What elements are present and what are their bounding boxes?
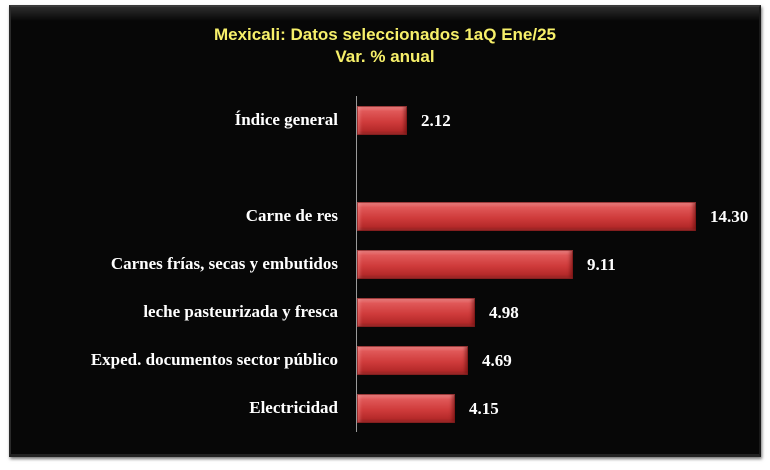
chart-frame xyxy=(9,5,761,457)
category-axis-line xyxy=(356,96,357,432)
category-label: Exped. documentos sector público xyxy=(90,350,338,369)
chart-title-line1: Mexicali: Datos seleccionados 1aQ Ene/25 xyxy=(213,25,557,44)
chart-subtitle: Var. % anual xyxy=(335,47,435,66)
bar xyxy=(357,202,696,231)
data-label: 4.98 xyxy=(489,303,519,322)
bar xyxy=(357,298,475,327)
category-label: Carnes frías, secas y embutidos xyxy=(110,254,338,273)
bar xyxy=(357,346,468,375)
data-label: 2.12 xyxy=(421,111,451,130)
data-label: 4.69 xyxy=(482,351,512,370)
bar xyxy=(357,106,407,135)
bar xyxy=(357,394,455,423)
category-label: leche pasteurizada y fresca xyxy=(143,302,338,321)
category-label: Electricidad xyxy=(249,398,338,417)
bar xyxy=(357,250,573,279)
data-label: 4.15 xyxy=(469,399,499,418)
category-label: Carne de res xyxy=(245,206,338,225)
chart-title: Mexicali: Datos seleccionados 1aQ Ene/25… xyxy=(0,24,770,68)
data-label: 14.30 xyxy=(710,207,749,226)
data-label: 9.11 xyxy=(587,255,616,274)
category-label: Índice general xyxy=(234,110,338,129)
